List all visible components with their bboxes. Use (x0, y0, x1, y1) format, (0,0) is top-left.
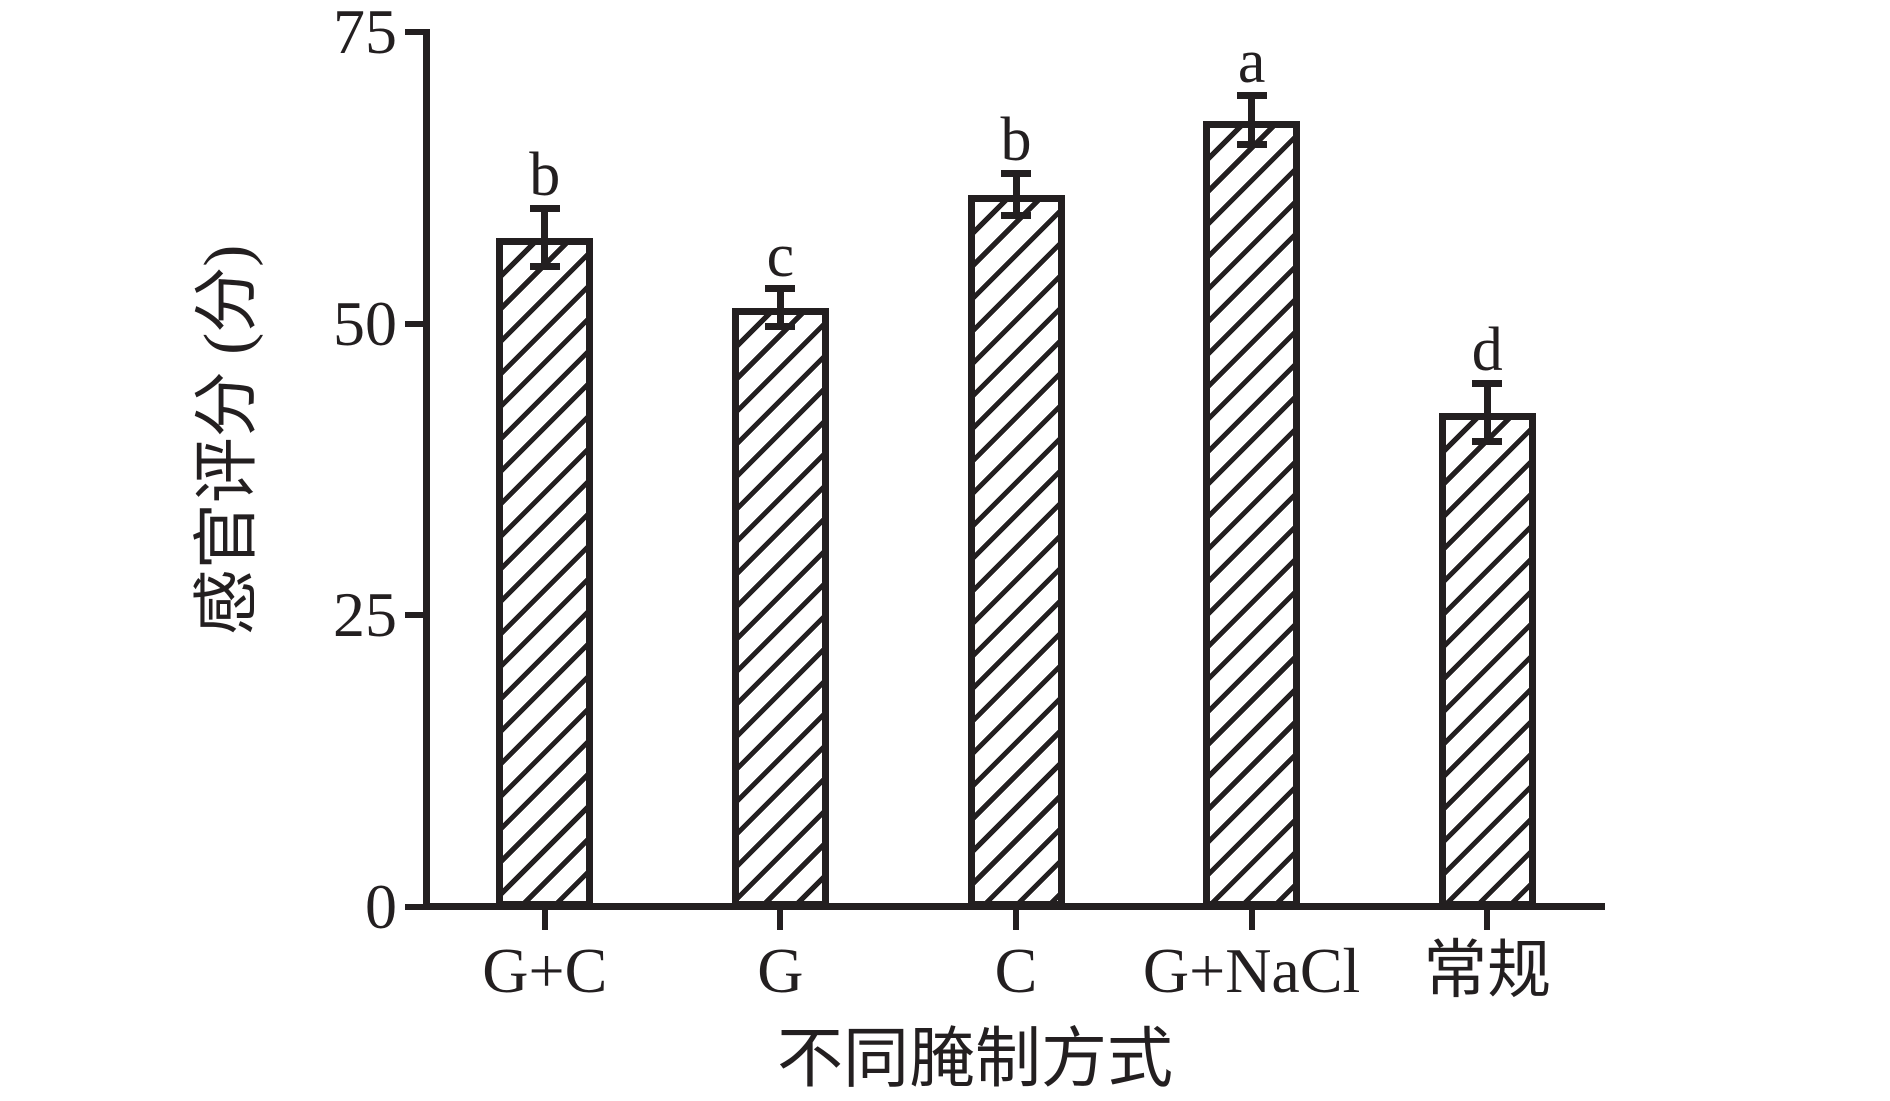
y-tick-mark (405, 29, 427, 35)
error-bar-cap-bottom (1001, 211, 1031, 219)
x-tick-label: 常规 (1423, 935, 1552, 1006)
error-bar-cap-top (529, 204, 560, 212)
bar (731, 308, 829, 908)
x-tick-mark (1248, 910, 1255, 930)
significance-letter: d (1471, 316, 1503, 385)
x-tick-label: G+NaCl (1142, 935, 1361, 1006)
bar (1203, 120, 1301, 908)
y-tick-label: 50 (333, 287, 397, 359)
error-bar-line (1012, 173, 1020, 216)
significance-letter: c (766, 221, 795, 290)
error-bar-cap-top (1236, 91, 1267, 99)
x-tick-mark (541, 910, 548, 930)
y-tick-label: 75 (333, 0, 397, 67)
bar (1438, 413, 1536, 908)
y-tick-mark (405, 612, 427, 619)
x-axis-title: 不同腌制方式 (777, 1023, 1173, 1096)
x-tick-label: G (757, 935, 804, 1006)
error-bar-line (776, 288, 784, 326)
error-bar-cap-bottom (529, 263, 560, 270)
error-bar-cap-top (765, 285, 796, 293)
y-tick-mark (405, 904, 427, 910)
bar (496, 238, 594, 908)
error-bar-cap-bottom (1472, 438, 1503, 445)
x-tick-label: C (994, 935, 1038, 1006)
x-tick-mark (777, 910, 784, 930)
y-tick-label: 25 (333, 579, 397, 651)
y-tick-mark (405, 320, 427, 327)
error-bar-line (1248, 95, 1256, 144)
error-bar-line (1483, 383, 1491, 442)
y-tick-label: 0 (365, 871, 397, 942)
significance-letter: b (529, 141, 561, 210)
bar (967, 195, 1065, 908)
error-bar-cap-top (1001, 169, 1031, 177)
x-tick-mark (1484, 910, 1491, 930)
error-bar-cap-bottom (765, 322, 796, 330)
error-bar-cap-top (1472, 379, 1503, 387)
significance-letter: b (1000, 106, 1032, 175)
y-axis-line (423, 29, 430, 910)
x-tick-label: G+C (482, 935, 608, 1006)
error-bar-cap-bottom (1236, 140, 1267, 148)
significance-letter: a (1237, 28, 1266, 96)
x-tick-mark (1013, 910, 1019, 930)
error-bar-line (541, 208, 549, 267)
